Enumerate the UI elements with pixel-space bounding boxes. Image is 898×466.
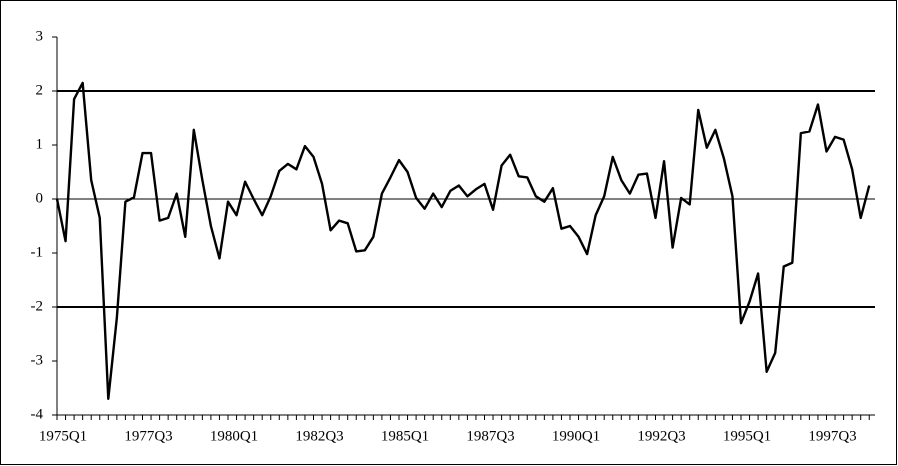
x-tick-label: 1982Q3 <box>295 428 343 444</box>
x-tick-label: 1985Q1 <box>381 428 429 444</box>
y-tick-label: -3 <box>31 352 44 368</box>
y-tick-label: 0 <box>36 190 44 206</box>
data-line <box>55 81 871 400</box>
x-tick-label: 1977Q3 <box>124 428 172 444</box>
x-tick-label: 1997Q3 <box>808 428 856 444</box>
y-tick-label: -4 <box>31 406 44 422</box>
y-tick-label: 2 <box>36 82 44 98</box>
x-tick-label: 1992Q3 <box>637 428 685 444</box>
y-tick-label: 1 <box>36 136 44 152</box>
y-tick-label: -2 <box>31 298 44 314</box>
x-tick-label: 1980Q1 <box>210 428 258 444</box>
x-tick-label: 1990Q1 <box>552 428 600 444</box>
x-tick-label: 1975Q1 <box>39 428 87 444</box>
x-tick-label: 1995Q1 <box>723 428 771 444</box>
y-tick-label: 3 <box>36 28 44 44</box>
y-tick-label: -1 <box>31 244 44 260</box>
x-tick-label: 1987Q3 <box>466 428 514 444</box>
